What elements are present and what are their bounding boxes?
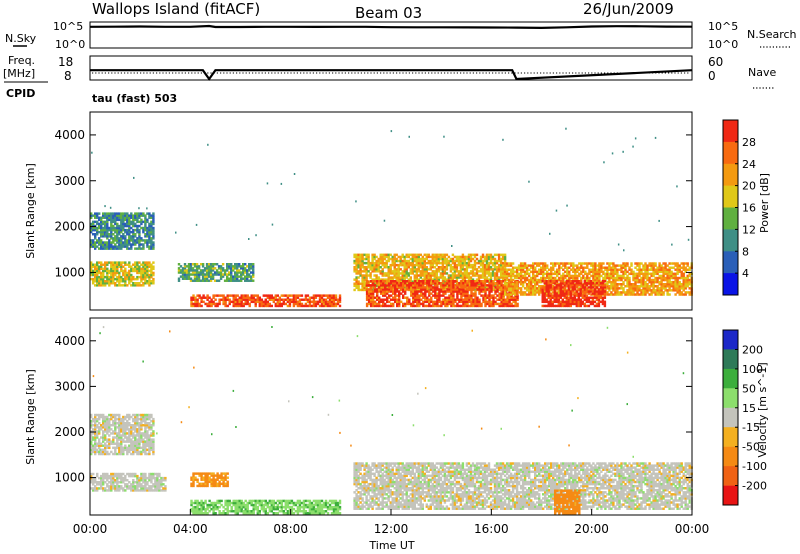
colorbar-swatch	[723, 229, 738, 252]
power-colorbar: 4 8 12 16 20 24 28	[722, 119, 756, 296]
data-region	[177, 263, 255, 282]
station-title: Wallops Island (fitACF)	[92, 0, 260, 18]
y-tick-label: 3000	[54, 174, 85, 188]
noise-strip: N.Sky 10^5 10^0 10^5 10^0 N.Search	[5, 20, 797, 51]
colorbar-tick-label: -50	[742, 441, 760, 454]
nsky-tick-top: 10^5	[53, 20, 83, 33]
nsky-tick-bottom: 10^0	[55, 38, 85, 51]
data-region	[353, 253, 507, 292]
data-region	[90, 413, 155, 456]
colorbar-tick-label: 16	[742, 202, 756, 215]
data-region	[541, 280, 607, 308]
x-tick-label: 16:00	[474, 522, 509, 536]
frequency-line	[90, 69, 693, 81]
data-region	[353, 462, 693, 510]
x-tick-label: 00:00	[73, 522, 108, 536]
cpid-value: tau (fast) 503	[92, 92, 177, 105]
frequency-strip: Freq. [MHz] 18 8 60 0 Nave CPID tau (fas…	[3, 54, 776, 105]
colorbar-swatch	[723, 407, 738, 428]
freq-label: Freq.	[8, 54, 35, 67]
scatter-points	[92, 326, 685, 458]
velocity-colorbar: 200 100 50 15 -15 -50 -100 -200	[722, 329, 767, 506]
colorbar-swatch	[723, 120, 738, 143]
colorbar-swatch	[723, 388, 738, 409]
freq-tick-bottom: 8	[64, 69, 72, 83]
nave-tick-bottom: 0	[708, 69, 716, 83]
y-tick-label: 4000	[54, 128, 85, 142]
nsearch-tick-bottom: 10^0	[708, 38, 738, 51]
data-region	[90, 261, 155, 287]
colorbar-tick-label: 200	[742, 343, 763, 356]
x-tick-label: 04:00	[173, 522, 208, 536]
freq-unit-label: [MHz]	[3, 67, 35, 80]
freq-tick-top: 18	[58, 55, 73, 69]
data-region	[190, 294, 342, 308]
colorbar-swatch	[723, 446, 738, 467]
colorbar-swatch	[723, 141, 738, 165]
power-panel: 1000 2000 3000 4000 Slant Range [km] 4 8 12 16…	[24, 111, 771, 311]
y-tick-label: 2000	[54, 425, 85, 439]
scatter-points	[91, 127, 690, 252]
colorbar-swatch	[723, 368, 738, 389]
power-data	[90, 127, 693, 308]
nave-tick-top: 60	[708, 55, 723, 69]
colorbar-tick-label: 28	[742, 136, 756, 149]
colorbar-swatch	[723, 330, 738, 350]
power-colorbar-label: Power [dB]	[758, 173, 771, 233]
colorbar-swatch	[723, 207, 738, 230]
colorbar-tick-label: 100	[742, 363, 763, 376]
power-ylabel: Slant Range [km]	[24, 163, 37, 259]
x-tick-label: 08:00	[273, 522, 308, 536]
x-tick-label: 20:00	[574, 522, 609, 536]
beam-title: Beam 03	[355, 4, 422, 22]
data-region	[365, 280, 519, 308]
velocity-colorbar-label: Velocity [m s^-1]	[756, 362, 769, 457]
nsearch-label: N.Search	[747, 28, 797, 41]
velocity-panel: 1000 2000 3000 4000 Slant Range [km] 00:00 0…	[24, 317, 769, 552]
colorbar-tick-label: 8	[742, 245, 749, 258]
cpid-label: CPID	[6, 87, 35, 100]
colorbar-tick-label: -200	[742, 480, 767, 493]
y-tick-label: 1000	[54, 265, 85, 279]
y-tick-label: 4000	[54, 334, 85, 348]
nave-label: Nave	[748, 66, 776, 79]
y-tick-label: 3000	[54, 379, 85, 393]
colorbar-swatch	[723, 427, 738, 447]
colorbar-swatch	[723, 251, 738, 274]
colorbar-tick-label: 50	[742, 382, 756, 395]
colorbar-tick-label: 4	[742, 267, 749, 280]
colorbar-tick-label: 20	[742, 180, 756, 193]
colorbar-tick-label: 15	[742, 402, 756, 415]
time-xlabel: Time UT	[368, 539, 414, 552]
data-region	[90, 212, 155, 250]
nsearch-tick-top: 10^5	[708, 20, 738, 33]
colorbar-tick-label: 24	[742, 158, 756, 171]
colorbar-swatch	[723, 349, 738, 370]
x-tick-label: 12:00	[374, 522, 409, 536]
colorbar-swatch	[723, 185, 738, 208]
velocity-data	[90, 326, 693, 515]
data-region	[554, 489, 581, 515]
colorbar-tick-label: 12	[742, 223, 756, 236]
colorbar-swatch	[723, 163, 738, 186]
colorbar-swatch	[723, 466, 738, 486]
y-tick-label: 1000	[54, 471, 85, 485]
colorbar-tick-label: -100	[742, 460, 767, 473]
data-region	[190, 499, 342, 515]
x-tick-label: 00:00	[675, 522, 710, 536]
colorbar-swatch	[723, 485, 738, 506]
noise-line	[89, 24, 693, 30]
nsky-label: N.Sky	[5, 32, 37, 45]
data-region	[190, 472, 229, 488]
colorbar-swatch	[723, 273, 738, 296]
date-title: 26/Jun/2009	[583, 0, 674, 18]
colorbar-tick-label: -15	[742, 421, 760, 434]
data-region	[90, 472, 167, 492]
y-tick-label: 2000	[54, 220, 85, 234]
velocity-ylabel: Slant Range [km]	[24, 369, 37, 465]
